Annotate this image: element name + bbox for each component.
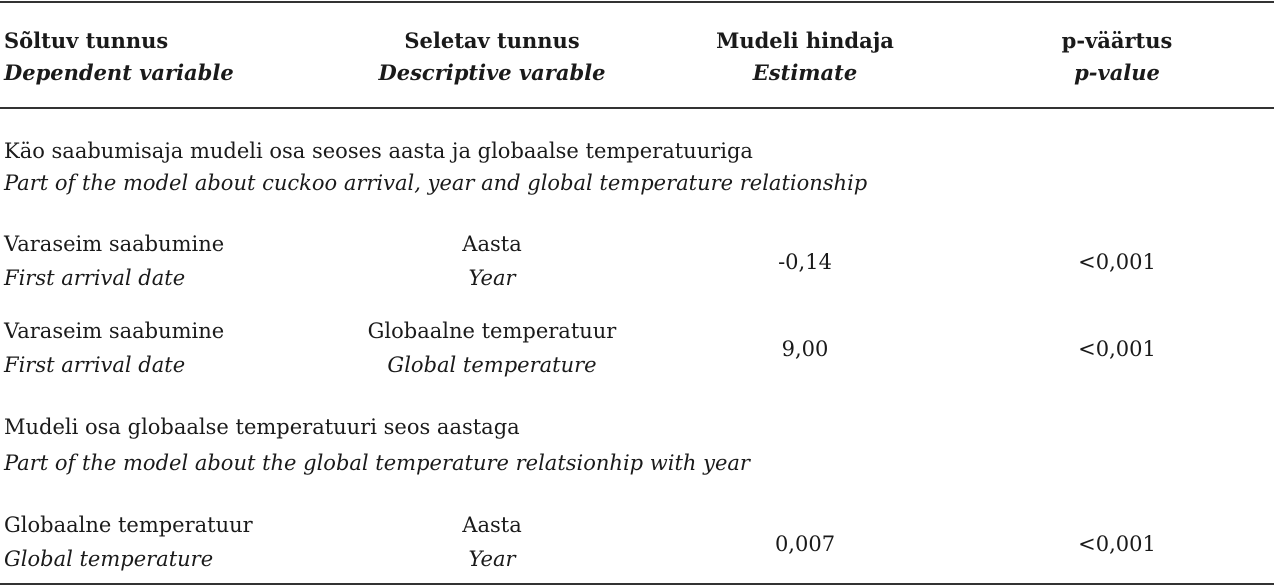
dependent-en: First arrival date — [4, 353, 186, 377]
header-descriptive-en: Descriptive varable — [378, 60, 606, 85]
estimate: -0,14 — [778, 250, 832, 274]
estimate: 0,007 — [774, 532, 836, 556]
section-title-et: Mudeli osa globaalse temperatuuri seos a… — [4, 415, 520, 439]
header-pvalue-en: p-value — [1074, 60, 1160, 85]
descriptive-et: Aasta — [462, 232, 522, 256]
descriptive-en: Year — [468, 547, 516, 571]
bottom-rule — [0, 583, 1274, 585]
header-dependent-en: Dependent variable — [4, 60, 234, 85]
descriptive-en: Year — [468, 266, 516, 290]
descriptive-en: Global temperature — [387, 353, 597, 377]
header-rule — [0, 107, 1274, 109]
p-value: <0,001 — [1078, 532, 1156, 556]
section-title-et: Käo saabumisaja mudeli osa seoses aasta … — [4, 139, 753, 163]
header-dependent-et: Sõltuv tunnus — [4, 28, 169, 53]
descriptive-et: Aasta — [462, 513, 522, 537]
dependent-et: Varaseim saabumine — [4, 232, 225, 256]
header-pvalue-et: p-väärtus — [1061, 28, 1173, 53]
dependent-en: First arrival date — [4, 266, 186, 290]
dependent-et: Varaseim saabumine — [4, 319, 225, 343]
header-estimate-en: Estimate — [752, 60, 858, 85]
header-descriptive-et: Seletav tunnus — [404, 28, 580, 53]
dependent-et: Globaalne temperatuur — [4, 513, 253, 537]
section-title-en: Part of the model about cuckoo arrival, … — [4, 171, 868, 195]
p-value: <0,001 — [1078, 250, 1156, 274]
top-rule — [0, 1, 1274, 3]
p-value: <0,001 — [1078, 337, 1156, 361]
dependent-en: Global temperature — [4, 547, 214, 571]
header-estimate-et: Mudeli hindaja — [716, 28, 894, 53]
descriptive-et: Globaalne temperatuur — [367, 319, 617, 343]
section-title-en: Part of the model about the global tempe… — [4, 451, 750, 475]
estimate: 9,00 — [781, 337, 829, 361]
